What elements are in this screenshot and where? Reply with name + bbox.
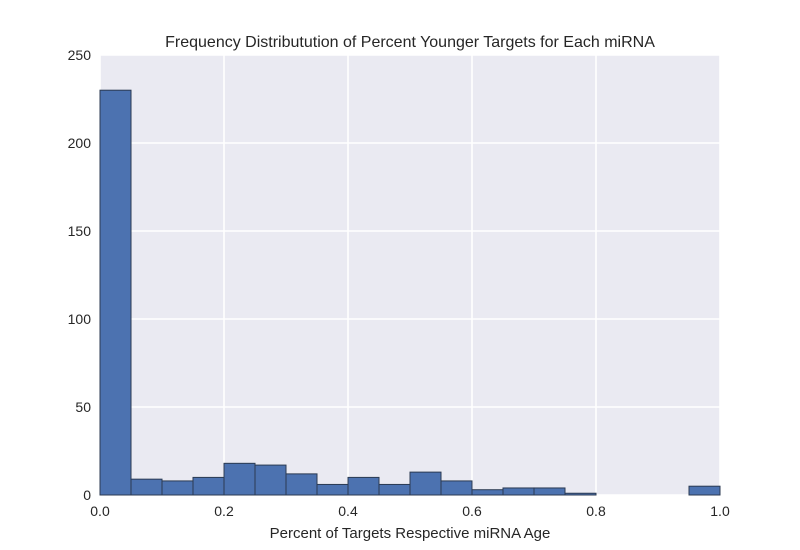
y-tick-label: 200 [68,135,92,151]
y-tick-label: 50 [75,399,91,415]
histogram-bar [192,476,225,496]
histogram-bar [285,473,318,496]
y-tick-label: 100 [68,311,92,327]
histogram-bar [533,487,566,496]
histogram-bar [502,487,535,496]
histogram-bar [440,480,473,496]
chart-title: Frequency Distributution of Percent Youn… [165,34,655,51]
y-axis-ticks: 0 50 100 150 200 250 [68,47,92,503]
histogram-bar [223,462,256,496]
histogram-bar [130,478,163,496]
x-tick-label: 0.4 [338,503,358,519]
histogram-bar [347,476,380,496]
histogram-bar [471,489,504,496]
histogram-bar [564,492,597,496]
histogram-bar [378,483,411,496]
x-tick-label: 1.0 [710,503,730,519]
y-tick-label: 150 [68,223,92,239]
histogram-bar [316,483,349,496]
histogram-bar [161,480,194,496]
y-tick-label: 250 [68,47,92,63]
histogram-bar [254,464,287,496]
histogram-bars [99,89,721,496]
x-tick-label: 0.2 [214,503,234,519]
y-tick-label: 0 [83,487,91,503]
x-axis-title: Percent of Targets Respective miRNA Age [270,525,551,542]
x-axis-ticks: 0.0 0.2 0.4 0.6 0.8 1.0 [90,503,730,519]
histogram-bar [99,89,132,496]
histogram-bar [688,485,721,496]
plot-area [100,55,720,495]
x-tick-label: 0.6 [462,503,482,519]
x-tick-label: 0.0 [90,503,110,519]
histogram-bar [409,471,442,496]
x-tick-label: 0.8 [586,503,606,519]
